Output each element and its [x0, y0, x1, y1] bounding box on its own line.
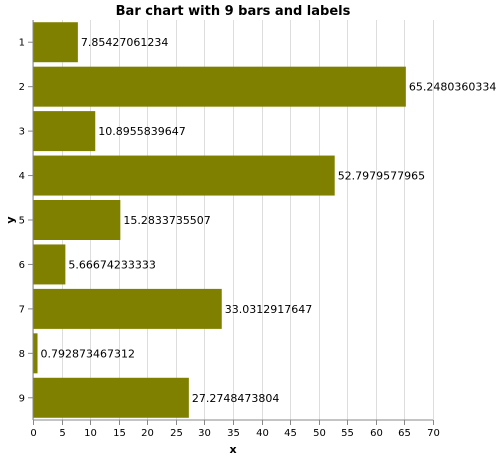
x-tick-label: 45 — [284, 428, 297, 439]
data-label-4: 52.7979577965 — [338, 170, 425, 183]
x-tick-label: 5 — [59, 428, 65, 439]
bar-5 — [33, 200, 121, 240]
y-tick-label: 5 — [19, 216, 25, 227]
x-tick-label: 0 — [30, 428, 36, 439]
bar-7 — [33, 288, 222, 329]
x-tick-label: 20 — [141, 428, 154, 439]
y-axis-ticks: 1 2 3 4 5 6 7 8 9 — [19, 38, 33, 404]
data-label-9: 27.2748473804 — [192, 392, 279, 405]
x-tick-label: 70 — [427, 428, 440, 439]
bar-6 — [33, 244, 66, 285]
y-tick-label: 8 — [19, 349, 25, 360]
x-axis-ticks: 0 5 10 15 20 25 30 35 40 45 50 55 60 65 70 — [30, 420, 440, 439]
y-tick-label: 1 — [19, 38, 25, 49]
bar-2 — [33, 66, 406, 107]
data-label-7: 33.0312917647 — [225, 303, 312, 316]
x-tick-label: 30 — [198, 428, 211, 439]
y-tick-label: 2 — [19, 82, 25, 93]
bar-8 — [33, 333, 38, 374]
x-tick-label: 15 — [113, 428, 126, 439]
y-tick-label: 4 — [19, 171, 25, 182]
data-label-8: 0.792873467312 — [41, 347, 135, 360]
x-tick-label: 35 — [227, 428, 240, 439]
x-tick-label: 60 — [370, 428, 383, 439]
x-tick-label: 65 — [398, 428, 411, 439]
x-tick-label: 50 — [313, 428, 326, 439]
bars — [33, 22, 406, 418]
x-axis-title: x — [229, 443, 236, 456]
data-label-3: 10.8955839647 — [98, 125, 185, 138]
chart-title: Bar chart with 9 bars and labels — [116, 4, 351, 19]
data-labels: 7.85427061234 65.2480360334 10.8955839647 5… — [41, 36, 497, 405]
x-tick-label: 55 — [341, 428, 354, 439]
y-tick-label: 7 — [19, 304, 25, 315]
y-tick-label: 3 — [19, 127, 25, 138]
y-axis-title: y — [4, 216, 17, 223]
bar-9 — [33, 377, 189, 418]
y-tick-label: 9 — [19, 393, 25, 404]
bar-4 — [33, 155, 335, 196]
bar-3 — [33, 111, 96, 152]
data-label-1: 7.85427061234 — [81, 36, 168, 49]
data-label-6: 5.66674233333 — [68, 258, 155, 271]
bar-1 — [33, 22, 78, 63]
x-tick-label: 40 — [256, 428, 269, 439]
y-tick-label: 6 — [19, 260, 25, 271]
x-tick-label: 25 — [170, 428, 183, 439]
data-label-2: 65.2480360334 — [409, 81, 496, 94]
x-tick-label: 10 — [84, 428, 97, 439]
data-label-5: 15.2833735507 — [123, 214, 210, 227]
